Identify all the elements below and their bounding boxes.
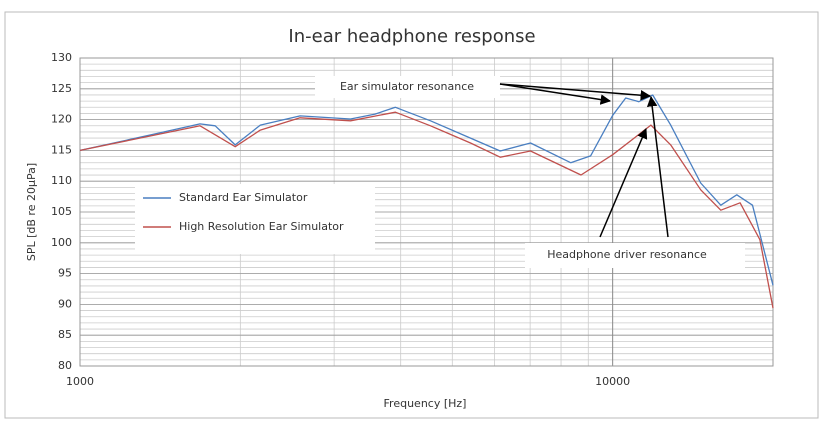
- arrow: [499, 83, 652, 101]
- y-tick-label: 105: [51, 205, 72, 218]
- annotation: Headphone driver resonance: [547, 248, 707, 261]
- y-tick-label: 115: [51, 143, 72, 156]
- annotation-box: [525, 243, 745, 268]
- x-axis-label: Frequency [Hz]: [384, 397, 467, 410]
- frame: [4, 11, 819, 419]
- y-tick-label: 125: [51, 82, 72, 95]
- arrow: [499, 83, 612, 105]
- annotation: Ear simulator resonance: [340, 80, 474, 93]
- x-tick-label: 1000: [66, 375, 94, 388]
- legend-label: High Resolution Ear Simulator: [179, 220, 344, 233]
- y-tick-label: 80: [58, 359, 72, 372]
- lines: [79, 94, 774, 309]
- y-axis-label: SPL [dB re 20µPa]: [25, 163, 38, 261]
- y-tick-label: 130: [51, 51, 72, 64]
- series-line: [79, 94, 774, 286]
- annotation-box: [315, 76, 500, 98]
- y-tick-label: 110: [51, 174, 72, 187]
- y-tick-label: 95: [58, 267, 72, 280]
- y-tick-label: 100: [51, 236, 72, 249]
- y-tick-label: 120: [51, 113, 72, 126]
- y-tick-label: 85: [58, 328, 72, 341]
- series-line: [79, 111, 774, 309]
- y-tick-label: 90: [58, 297, 72, 310]
- legend-box: [135, 184, 375, 254]
- arrow: [599, 128, 648, 238]
- x-tick-label: 10000: [595, 375, 630, 388]
- legend: Standard Ear Simulator High Resolution Ea…: [135, 184, 375, 254]
- plot-area: [79, 57, 774, 367]
- chart-title: In-ear headphone response: [288, 26, 535, 47]
- legend-label: Standard Ear Simulator: [179, 191, 308, 204]
- arrow: [646, 95, 669, 238]
